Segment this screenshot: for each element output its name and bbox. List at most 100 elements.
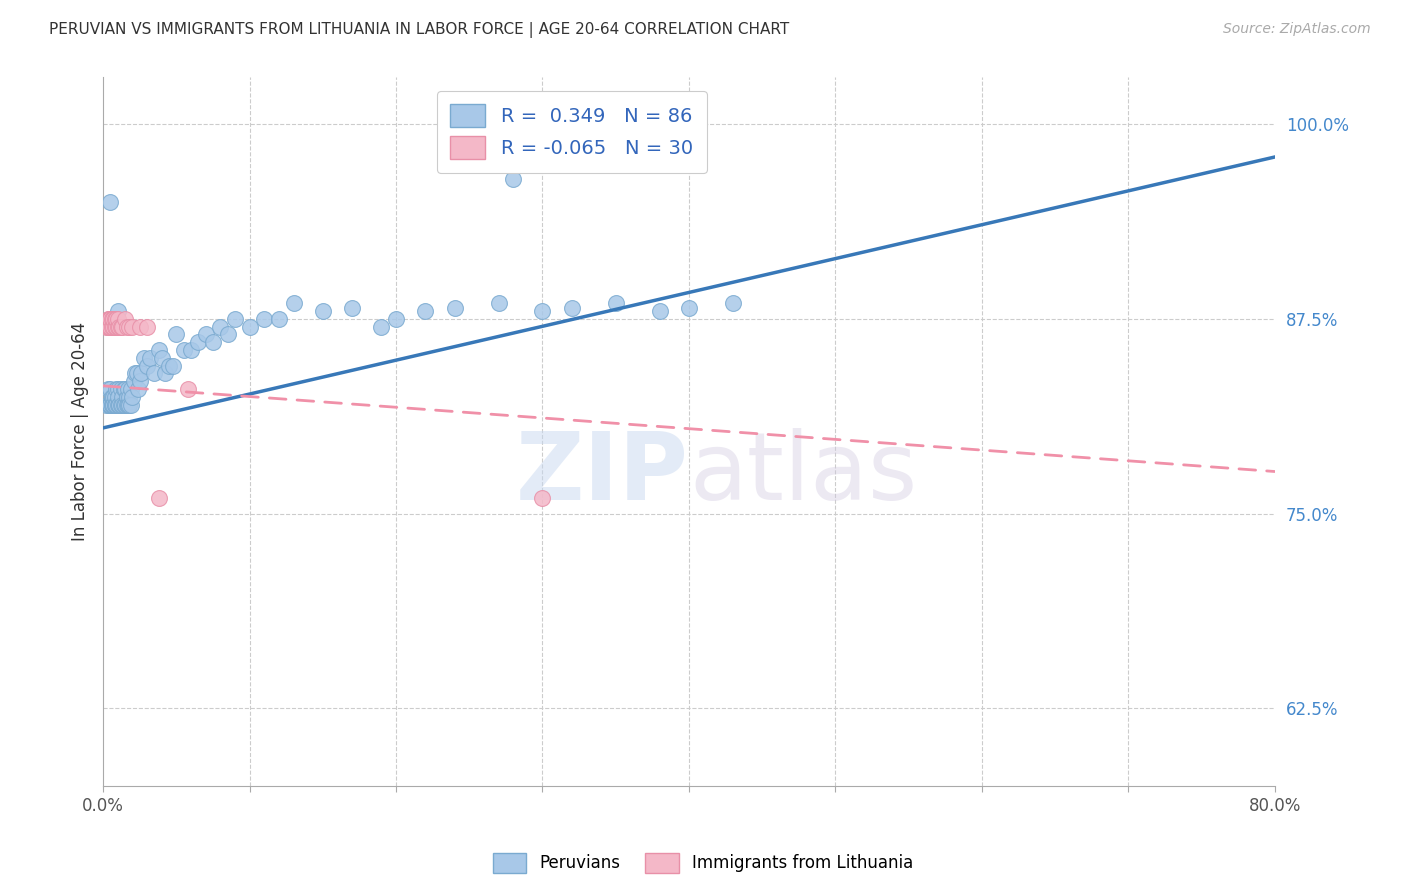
Point <box>117 382 139 396</box>
Point <box>98 311 121 326</box>
Point <box>502 171 524 186</box>
Point <box>105 398 128 412</box>
Point <box>139 351 162 365</box>
Point <box>267 311 290 326</box>
Point <box>531 304 554 318</box>
Point <box>107 319 129 334</box>
Point <box>108 398 131 412</box>
Point <box>105 382 128 396</box>
Point <box>136 359 159 373</box>
Point <box>107 390 129 404</box>
Point <box>162 359 184 373</box>
Point <box>100 311 122 326</box>
Point <box>111 319 134 334</box>
Point <box>385 311 408 326</box>
Point <box>111 398 134 412</box>
Point <box>96 311 118 326</box>
Point <box>110 382 132 396</box>
Point <box>118 398 141 412</box>
Point <box>187 335 209 350</box>
Point <box>118 319 141 334</box>
Point <box>115 390 138 404</box>
Point <box>721 296 744 310</box>
Point <box>108 398 131 412</box>
Point <box>121 319 143 334</box>
Point <box>112 398 135 412</box>
Point <box>114 311 136 326</box>
Legend: R =  0.349   N = 86, R = -0.065   N = 30: R = 0.349 N = 86, R = -0.065 N = 30 <box>437 91 707 172</box>
Point <box>107 398 129 412</box>
Point <box>94 319 117 334</box>
Point <box>134 351 156 365</box>
Point <box>605 296 627 310</box>
Point <box>124 367 146 381</box>
Point <box>103 390 125 404</box>
Point <box>101 319 124 334</box>
Point <box>150 351 173 365</box>
Point <box>98 398 121 412</box>
Point <box>370 319 392 334</box>
Point <box>224 311 246 326</box>
Point <box>128 319 150 334</box>
Point <box>105 311 128 326</box>
Point <box>194 327 217 342</box>
Point <box>107 382 129 396</box>
Point <box>648 304 671 318</box>
Point <box>115 319 138 334</box>
Point <box>283 296 305 310</box>
Text: atlas: atlas <box>689 428 917 520</box>
Point <box>136 319 159 334</box>
Point <box>100 311 122 326</box>
Point <box>173 343 195 357</box>
Point <box>110 398 132 412</box>
Point <box>100 382 122 396</box>
Point <box>120 398 142 412</box>
Point <box>96 319 118 334</box>
Text: PERUVIAN VS IMMIGRANTS FROM LITHUANIA IN LABOR FORCE | AGE 20-64 CORRELATION CHA: PERUVIAN VS IMMIGRANTS FROM LITHUANIA IN… <box>49 22 789 38</box>
Point <box>100 319 122 334</box>
Point <box>153 367 176 381</box>
Point <box>103 398 125 412</box>
Point <box>117 398 139 412</box>
Text: ZIP: ZIP <box>516 428 689 520</box>
Point <box>98 398 121 412</box>
Point <box>100 195 122 210</box>
Point <box>201 335 224 350</box>
Point <box>104 319 127 334</box>
Point <box>114 398 136 412</box>
Point <box>148 491 170 505</box>
Point <box>118 390 141 404</box>
Point <box>157 359 180 373</box>
Point <box>561 301 583 315</box>
Point <box>94 398 117 412</box>
Point <box>111 390 134 404</box>
Point <box>104 398 127 412</box>
Point <box>110 319 132 334</box>
Point <box>96 382 118 396</box>
Text: Source: ZipAtlas.com: Source: ZipAtlas.com <box>1223 22 1371 37</box>
Point <box>125 367 148 381</box>
Point <box>120 382 142 396</box>
Point <box>105 319 128 334</box>
Point <box>98 319 121 334</box>
Point <box>340 301 363 315</box>
Y-axis label: In Labor Force | Age 20-64: In Labor Force | Age 20-64 <box>72 322 89 541</box>
Point <box>605 117 627 131</box>
Point <box>177 382 200 396</box>
Point <box>678 301 700 315</box>
Point <box>129 367 152 381</box>
Point <box>531 491 554 505</box>
Point <box>103 398 125 412</box>
Point <box>180 343 202 357</box>
Point <box>128 374 150 388</box>
Point <box>217 327 239 342</box>
Point <box>122 374 145 388</box>
Point <box>100 398 122 412</box>
Point <box>115 398 138 412</box>
Point <box>104 390 127 404</box>
Point <box>143 367 166 381</box>
Point <box>413 304 436 318</box>
Point <box>101 398 124 412</box>
Point <box>104 311 127 326</box>
Point <box>121 390 143 404</box>
